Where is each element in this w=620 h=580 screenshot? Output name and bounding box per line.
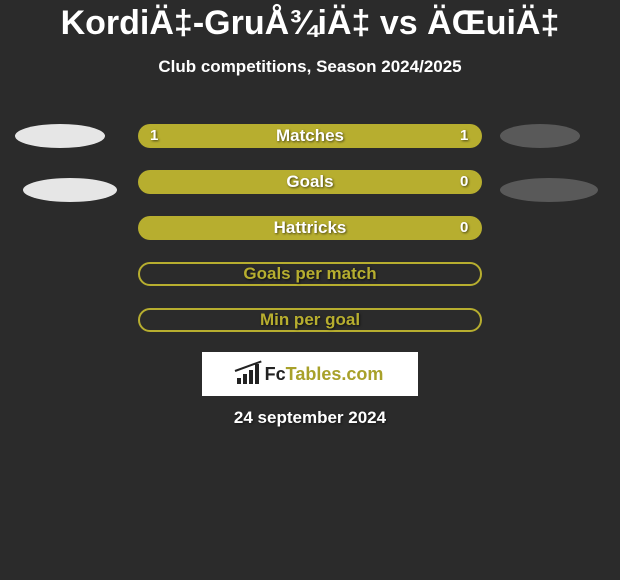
brand-logo-post: Tables.com bbox=[286, 364, 384, 384]
stat-label: Matches bbox=[0, 124, 620, 148]
stat-row: Matches1 1 bbox=[0, 124, 620, 152]
brand-logo-text: FcTables.com bbox=[265, 364, 384, 385]
stat-left-value: 1 bbox=[150, 124, 158, 148]
stat-row: Hattricks0 bbox=[0, 216, 620, 244]
page-subtitle: Club competitions, Season 2024/2025 bbox=[0, 43, 620, 77]
stat-right-value: 1 bbox=[460, 124, 468, 148]
stat-label: Min per goal bbox=[0, 308, 620, 332]
stat-rows: Matches11Goals0Hattricks0Goals per match… bbox=[0, 124, 620, 354]
bar-chart-icon bbox=[237, 364, 261, 384]
date-text: 24 september 2024 bbox=[0, 408, 620, 428]
stat-label: Hattricks bbox=[0, 216, 620, 240]
stat-right-value: 0 bbox=[460, 216, 468, 240]
brand-logo-inner: FcTables.com bbox=[237, 364, 384, 385]
page-title: KordiÄ‡-GruÅ¾iÄ‡ vs ÄŒuiÄ‡ bbox=[0, 0, 620, 43]
stat-row: Goals0 bbox=[0, 170, 620, 198]
stat-right-value: 0 bbox=[460, 170, 468, 194]
stat-label: Goals bbox=[0, 170, 620, 194]
stat-row: Min per goal bbox=[0, 308, 620, 336]
stat-row: Goals per match bbox=[0, 262, 620, 290]
stat-label: Goals per match bbox=[0, 262, 620, 286]
page-root: KordiÄ‡-GruÅ¾iÄ‡ vs ÄŒuiÄ‡ Club competit… bbox=[0, 0, 620, 580]
brand-logo-pre: Fc bbox=[265, 364, 286, 384]
brand-logo: FcTables.com bbox=[202, 352, 418, 396]
